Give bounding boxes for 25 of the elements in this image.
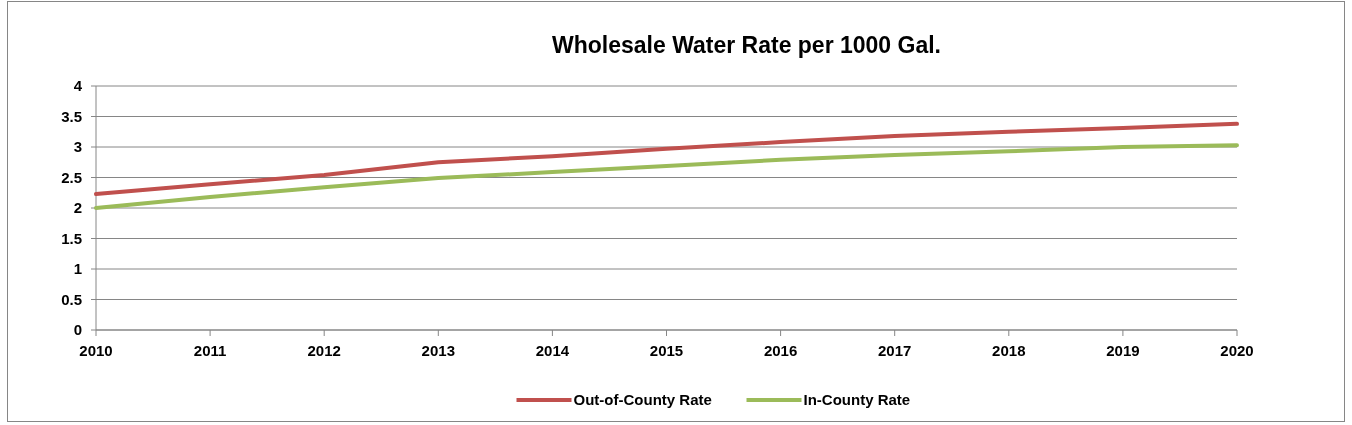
y-tick-label: 3.5 [61, 107, 82, 125]
legend-label: Out-of-County Rate [573, 391, 712, 409]
y-tick-label: 3 [73, 138, 82, 156]
x-tick-label: 2014 [535, 342, 570, 359]
x-tick-label: 2011 [193, 342, 227, 359]
y-tick-label: 2 [73, 199, 82, 217]
x-tick-label: 2010 [79, 342, 113, 359]
y-tick-label: 0.5 [61, 290, 82, 308]
chart-title: Wholesale Water Rate per 1000 Gal. [551, 32, 942, 58]
y-tick-label: 0 [73, 321, 82, 339]
x-tick-label: 2018 [992, 342, 1026, 359]
x-tick-label: 2016 [763, 342, 798, 359]
x-tick-label: 2012 [307, 342, 341, 359]
x-tick-label: 2013 [421, 342, 455, 359]
x-tick-label: 2019 [1106, 342, 1140, 359]
x-tick-label: 2015 [649, 342, 684, 359]
y-tick-label: 1.5 [61, 229, 82, 247]
x-tick-label: 2017 [878, 342, 912, 359]
line-series [94, 121, 1239, 196]
x-tick-label: 2020 [1220, 342, 1254, 359]
legend-label: In-County Rate [803, 391, 911, 409]
y-tick-label: 4 [73, 77, 83, 95]
line-series [94, 143, 1239, 210]
y-tick-label: 2.5 [61, 168, 82, 186]
y-tick-label: 1 [73, 260, 82, 278]
